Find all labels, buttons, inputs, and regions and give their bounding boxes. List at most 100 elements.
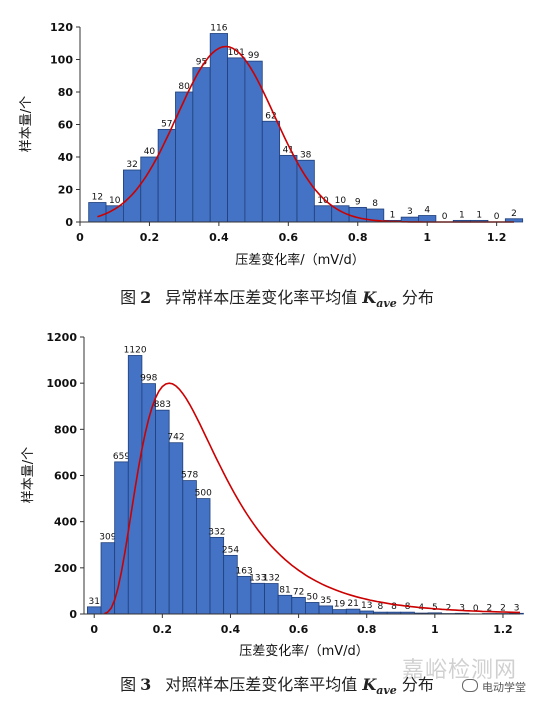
bar-data-label: 3 [407, 207, 413, 217]
bar-data-label: 31 [88, 597, 99, 607]
bar-data-label: 50 [306, 592, 318, 602]
bar-data-label: 57 [161, 119, 172, 129]
bar-data-label: 101 [228, 48, 245, 58]
bar-data-label: 116 [210, 24, 227, 34]
figure-2-caption: 图 2 异常样本压差变化率平均值 Kave 分布 [0, 284, 554, 310]
bar-data-label: 883 [154, 400, 171, 410]
histogram-bar [87, 606, 102, 615]
histogram-bar [291, 596, 306, 615]
caption-symbol-subscript: ave [376, 297, 397, 311]
bar-data-label: 38 [300, 150, 312, 160]
bar-data-label: 99 [248, 51, 260, 61]
x-tick-label: 1 [431, 623, 439, 636]
caption-symbol: Kave [362, 675, 397, 698]
bar-data-label: 72 [293, 587, 304, 597]
histogram-bar [123, 169, 142, 223]
y-tick-label: 400 [54, 516, 77, 529]
x-axis-label: 压差变化率/（mV/d） [235, 252, 365, 268]
bar-data-label: 10 [335, 196, 347, 206]
y-tick-label: 0 [65, 216, 73, 229]
histogram-bar [332, 609, 347, 615]
y-axis-label: 样本量/个 [21, 447, 36, 503]
y-tick-label: 0 [69, 608, 77, 621]
bar-data-label: 3 [514, 603, 520, 613]
y-tick-label: 800 [54, 423, 77, 436]
x-tick-label: 0.4 [209, 231, 229, 244]
histogram-bar [140, 156, 159, 223]
bar-data-label: 4 [424, 206, 430, 216]
bar-data-label: 2 [486, 604, 492, 614]
x-tick-label: 0.4 [221, 623, 241, 636]
x-tick-label: 0.2 [140, 231, 160, 244]
bar-data-label: 9 [355, 197, 361, 207]
caption-symbol: Kave [362, 288, 397, 311]
bar-data-label: 742 [167, 433, 184, 443]
histogram-bar [157, 128, 176, 223]
x-tick-label: 0.8 [357, 623, 377, 636]
y-tick-label: 600 [54, 470, 77, 483]
y-tick-label: 40 [58, 151, 74, 164]
x-tick-label: 0.8 [348, 231, 368, 244]
histogram-bar [261, 120, 281, 223]
bar-data-label: 1120 [124, 345, 147, 355]
wechat-icon [462, 679, 478, 692]
x-tick-label: 1 [423, 231, 431, 244]
bar-data-label: 13 [361, 601, 372, 611]
histogram-bar [223, 554, 238, 615]
bar-data-label: 95 [196, 58, 207, 68]
histogram-bar [279, 154, 298, 223]
caption-label: 图 [120, 675, 137, 694]
fitted-distribution-curve [104, 382, 520, 615]
watermark-text: 嘉峪检测网 [402, 658, 518, 683]
y-tick-label: 200 [54, 562, 77, 575]
bar-data-label: 80 [178, 82, 190, 92]
x-axis-label: 压差变化率/（mV/d） [239, 643, 369, 659]
x-tick-label: 0 [90, 623, 98, 636]
histogram-bar [168, 442, 184, 615]
bar-data-label: 8 [377, 602, 383, 612]
y-tick-label: 120 [50, 21, 73, 34]
histogram-bar [348, 206, 367, 223]
x-tick-label: 0.6 [289, 623, 309, 636]
histogram-bar [318, 605, 334, 615]
caption-number: 3 [140, 675, 152, 694]
bar-data-label: 12 [92, 193, 103, 203]
histogram-bar [192, 67, 211, 223]
caption-symbol-letter: K [362, 675, 377, 694]
y-tick-label: 60 [58, 119, 74, 132]
bar-data-label: 0 [473, 604, 479, 614]
caption-symbol-subscript: ave [376, 684, 397, 698]
caption-text-end: 分布 [401, 288, 434, 307]
histogram-bar [175, 91, 194, 223]
y-tick-label: 1200 [46, 331, 77, 344]
histogram-bar [313, 205, 333, 223]
histogram-bar [264, 583, 279, 615]
bar-data-label: 163 [236, 566, 253, 576]
x-tick-label: 0 [76, 231, 84, 244]
bar-data-label: 2 [446, 604, 452, 614]
bar-data-label: 35 [320, 596, 331, 606]
bar-data-label: 5 [432, 603, 438, 613]
caption-symbol-letter: K [362, 288, 377, 307]
caption-number: 2 [140, 288, 152, 307]
bar-data-label: 1 [459, 210, 465, 220]
bar-data-label: 62 [265, 111, 276, 121]
bar-data-label: 8 [405, 602, 411, 612]
chart-fig3-control: 3130965911209988837425785003322541631331… [21, 331, 524, 659]
x-tick-label: 1.2 [493, 623, 513, 636]
bar-data-label: 133 [249, 573, 266, 583]
bar-data-label: 1 [476, 210, 482, 220]
bar-data-label: 0 [494, 212, 500, 222]
histogram-bar [296, 159, 315, 223]
bar-data-label: 32 [126, 160, 137, 170]
wechat-badge: 电动学堂 [462, 679, 526, 695]
x-tick-label: 0.6 [279, 231, 299, 244]
bar-data-label: 332 [208, 527, 225, 537]
bar-data-label: 40 [144, 147, 156, 157]
bar-data-label: 998 [140, 374, 157, 384]
bar-data-label: 500 [195, 489, 212, 499]
bar-data-label: 2 [500, 604, 506, 614]
y-axis-label: 样本量/个 [19, 96, 34, 152]
bar-data-label: 21 [347, 599, 358, 609]
